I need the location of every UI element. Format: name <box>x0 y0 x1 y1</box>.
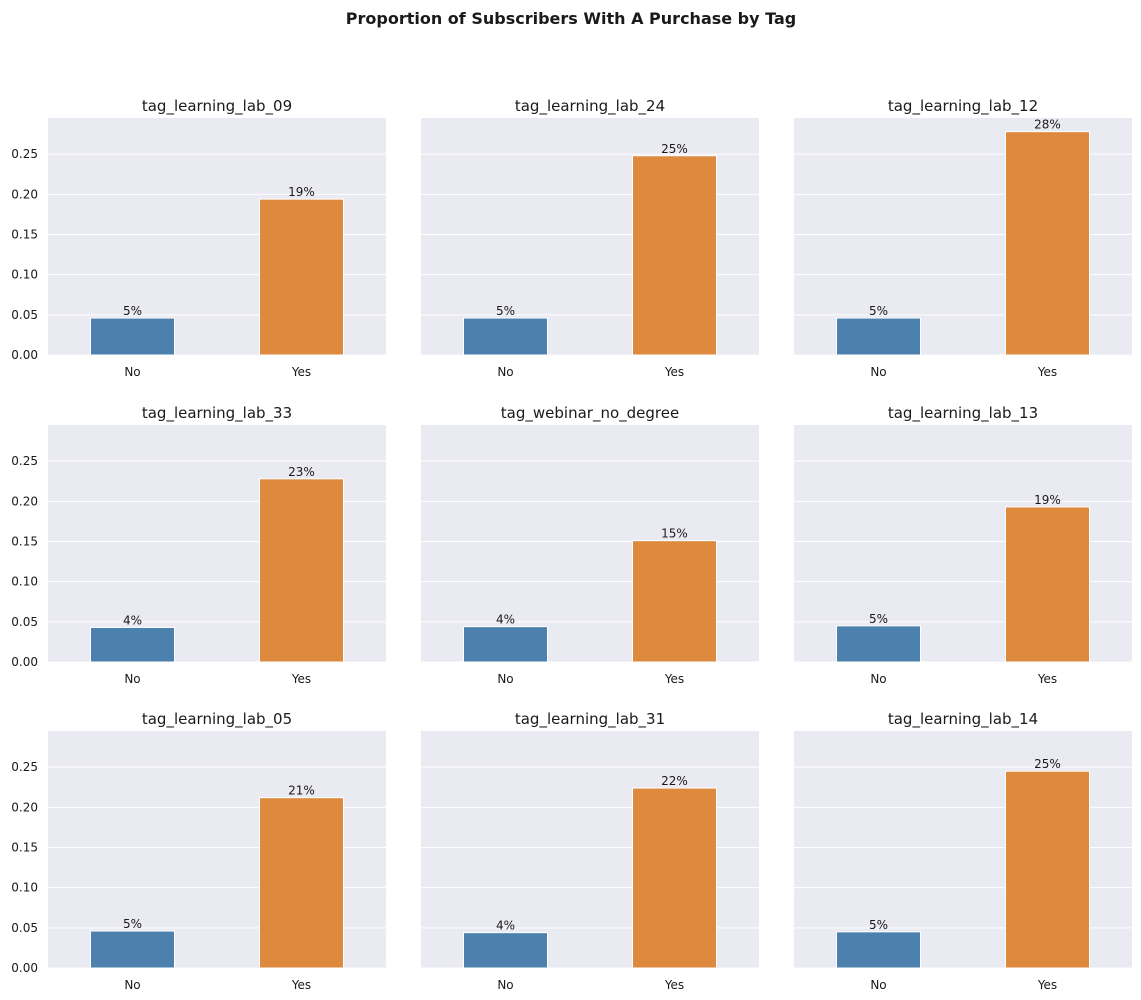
x-tick-label: Yes <box>291 365 311 379</box>
bar-yes <box>1005 131 1090 356</box>
y-tick-label: 0.00 <box>11 655 38 669</box>
bar-no <box>463 932 548 969</box>
subplot-3: tag_learning_lab_12 5% No 28% Yes <box>794 97 1132 379</box>
x-tick-label: Yes <box>291 978 311 992</box>
x-tick-label: Yes <box>664 365 684 379</box>
bar-no <box>90 930 175 969</box>
data-label: 5% <box>123 304 142 318</box>
subplot-title: tag_learning_lab_24 <box>515 97 665 116</box>
subplot-7: 0.00 0.05 0.10 0.15 0.20 0.25 tag_learning_lab… <box>11 710 386 992</box>
y-tick-label: 0.25 <box>11 147 38 161</box>
data-label: 4% <box>496 919 515 933</box>
bar-no <box>90 317 175 356</box>
x-tick-label: Yes <box>291 672 311 686</box>
x-tick-label: No <box>497 365 513 379</box>
subplot-5: tag_webinar_no_degree 4% No 15% Yes <box>421 404 759 686</box>
data-label: 23% <box>288 465 315 479</box>
data-label: 28% <box>1034 118 1061 132</box>
x-tick-label: No <box>870 978 886 992</box>
y-tick-label: 0.20 <box>11 800 38 814</box>
y-tick-label: 0.10 <box>11 881 38 895</box>
y-tick-label: 0.15 <box>11 534 38 548</box>
y-tick-label: 0.20 <box>11 187 38 201</box>
x-tick-label: Yes <box>664 978 684 992</box>
subplot-title: tag_learning_lab_12 <box>888 97 1038 116</box>
subplot-title: tag_learning_lab_09 <box>142 97 292 116</box>
x-tick-label: No <box>124 672 140 686</box>
data-label: 5% <box>496 304 515 318</box>
data-label: 15% <box>661 527 688 541</box>
subplot-title: tag_webinar_no_degree <box>501 404 679 423</box>
x-tick-label: Yes <box>1037 365 1057 379</box>
data-label: 4% <box>123 613 142 627</box>
subplot-6: tag_learning_lab_13 5% No 19% Yes <box>794 404 1132 686</box>
x-tick-label: No <box>124 978 140 992</box>
bar-yes <box>259 198 344 356</box>
y-tick-label: 0.05 <box>11 615 38 629</box>
data-label: 5% <box>123 917 142 931</box>
y-tick-label: 0.05 <box>11 921 38 935</box>
x-tick-label: No <box>497 672 513 686</box>
bar-yes <box>259 478 344 663</box>
subplot-title: tag_learning_lab_05 <box>142 710 292 729</box>
bar-yes <box>1005 770 1090 969</box>
data-label: 5% <box>869 918 888 932</box>
bar-no <box>836 625 921 663</box>
bar-no <box>836 931 921 969</box>
y-tick-label: 0.15 <box>11 840 38 854</box>
x-tick-label: Yes <box>1037 672 1057 686</box>
data-label: 19% <box>288 185 315 199</box>
y-tick-label: 0.25 <box>11 760 38 774</box>
data-label: 4% <box>496 613 515 627</box>
bar-yes <box>632 540 717 663</box>
subplot-8: tag_learning_lab_31 4% No 22% Yes <box>421 710 759 992</box>
data-label: 19% <box>1034 493 1061 507</box>
x-tick-label: No <box>870 365 886 379</box>
y-tick-label: 0.10 <box>11 268 38 282</box>
x-tick-label: Yes <box>1037 978 1057 992</box>
data-label: 5% <box>869 304 888 318</box>
data-label: 21% <box>288 784 315 798</box>
y-tick-label: 0.20 <box>11 494 38 508</box>
data-label: 25% <box>661 142 688 156</box>
y-tick-label: 0.00 <box>11 348 38 362</box>
data-label: 25% <box>1034 757 1061 771</box>
data-label: 5% <box>869 612 888 626</box>
bar-yes <box>632 155 717 356</box>
subplot-grid: 0.00 0.05 0.10 0.15 0.20 0.25 tag_learning_lab… <box>11 97 1132 992</box>
y-tick-label: 0.00 <box>11 961 38 975</box>
y-tick-label: 0.05 <box>11 308 38 322</box>
x-tick-label: No <box>124 365 140 379</box>
x-tick-label: No <box>870 672 886 686</box>
x-tick-label: Yes <box>664 672 684 686</box>
subplot-9: tag_learning_lab_14 5% No 25% Yes <box>794 710 1132 992</box>
bar-no <box>463 317 548 356</box>
subplot-4: 0.00 0.05 0.10 0.15 0.20 0.25 tag_learning_lab… <box>11 404 386 686</box>
subplot-title: tag_learning_lab_14 <box>888 710 1038 729</box>
bar-no <box>836 317 921 356</box>
y-tick-label: 0.10 <box>11 575 38 589</box>
subplot-title: tag_learning_lab_33 <box>142 404 292 423</box>
subplot-1: 0.00 0.05 0.10 0.15 0.20 0.25 tag_learning_lab… <box>11 97 386 379</box>
bar-no <box>463 626 548 663</box>
bar-yes <box>632 787 717 969</box>
subplot-2: tag_learning_lab_24 5% No 25% Yes <box>421 97 759 379</box>
bar-yes <box>1005 506 1090 663</box>
bar-yes <box>259 797 344 969</box>
subplot-title: tag_learning_lab_13 <box>888 404 1038 423</box>
y-tick-label: 0.25 <box>11 454 38 468</box>
figure-title: Proportion of Subscribers With A Purchas… <box>346 9 796 28</box>
bar-no <box>90 626 175 663</box>
subplot-title: tag_learning_lab_31 <box>515 710 665 729</box>
x-tick-label: No <box>497 978 513 992</box>
y-tick-label: 0.15 <box>11 227 38 241</box>
data-label: 22% <box>661 774 688 788</box>
